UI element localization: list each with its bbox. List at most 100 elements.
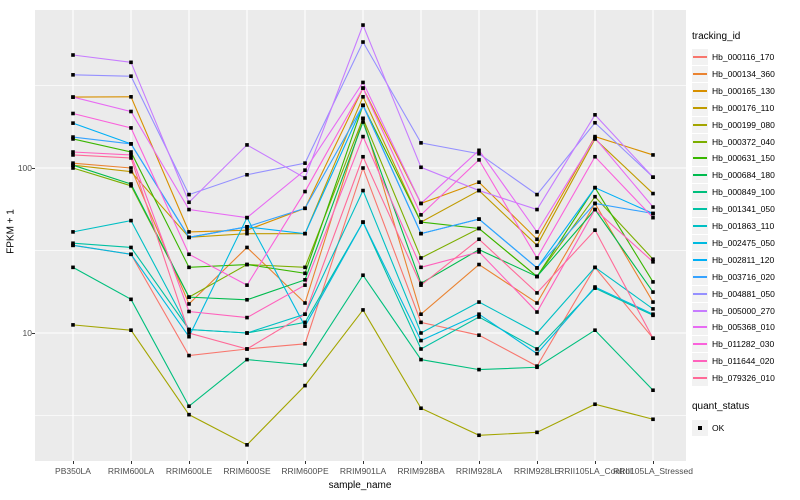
data-point	[651, 175, 655, 179]
legend-item: Hb_001341_050	[692, 201, 775, 218]
data-point	[477, 237, 481, 242]
data-point	[651, 153, 655, 157]
data-point	[303, 301, 307, 305]
legend-key-line-icon	[693, 140, 707, 143]
data-point	[419, 213, 423, 217]
legend-item: Hb_001863_110	[692, 218, 774, 234]
legend-title-tracking-id: tracking_id	[692, 31, 741, 42]
data-point	[651, 211, 655, 216]
data-point	[593, 136, 597, 140]
data-point	[245, 315, 249, 320]
data-point	[71, 243, 75, 248]
legend-key-line-icon	[693, 191, 707, 194]
data-point	[245, 245, 249, 250]
data-point	[477, 367, 481, 372]
data-point	[651, 290, 655, 294]
legend-key	[692, 234, 708, 251]
legend-key-line-icon	[693, 292, 707, 295]
data-point	[187, 404, 191, 409]
legend-label: Hb_002811_120	[712, 254, 775, 265]
data-point	[361, 40, 365, 44]
x-tick-label: RRII105LA_Control	[558, 466, 632, 476]
x-tick-mark	[247, 461, 248, 464]
legend-key-line-icon	[693, 309, 707, 312]
data-point	[419, 312, 423, 316]
legend-title-quant-status: quant_status	[692, 401, 750, 412]
data-point	[477, 312, 481, 316]
x-tick-label: RRIM928LA	[455, 466, 503, 476]
data-point	[419, 357, 423, 362]
legend-key-line-icon	[693, 157, 707, 160]
legend-key-line-icon	[693, 343, 707, 346]
data-point	[593, 328, 597, 332]
data-point	[477, 188, 481, 193]
data-point	[245, 357, 249, 362]
legend-key	[692, 133, 708, 150]
data-point	[593, 402, 597, 407]
legend-key	[692, 167, 708, 184]
data-point	[535, 351, 539, 356]
data-point	[303, 342, 307, 346]
legend-label: Hb_005368_010	[712, 322, 775, 333]
data-point	[419, 347, 423, 351]
data-point	[303, 265, 307, 270]
legend-item: Hb_000116_170	[692, 49, 774, 65]
data-point	[593, 194, 597, 199]
data-point	[303, 189, 307, 194]
data-point	[361, 95, 365, 99]
data-point	[187, 302, 191, 306]
x-tick-label: RRIM600SE	[223, 466, 271, 476]
data-point	[651, 280, 655, 284]
data-point	[187, 200, 191, 205]
data-point	[593, 154, 597, 159]
legend-key	[692, 65, 708, 82]
data-point	[71, 265, 75, 270]
data-point	[361, 134, 365, 139]
legend-label: Hb_004881_050	[712, 288, 775, 299]
data-point	[303, 206, 307, 211]
data-point	[129, 153, 133, 157]
data-point	[187, 235, 191, 240]
data-point	[71, 135, 75, 139]
legend-key	[692, 268, 708, 285]
legend-key-line-icon	[693, 123, 707, 126]
data-point	[535, 291, 539, 295]
x-tick-label: RRIM600LA	[107, 466, 155, 476]
data-point	[593, 265, 597, 270]
data-point	[419, 231, 423, 236]
legend-key	[692, 116, 708, 133]
data-point	[129, 218, 133, 223]
data-point	[477, 180, 481, 185]
legend-item: Hb_004881_050	[692, 285, 775, 302]
legend-item: Hb_000199_080	[692, 116, 775, 133]
x-tick-mark	[73, 461, 74, 464]
data-point	[361, 188, 365, 193]
legend-key-line-icon	[693, 208, 707, 211]
data-point	[71, 166, 75, 170]
legend-label: Hb_001863_110	[712, 221, 775, 231]
data-point	[187, 331, 191, 335]
data-point	[361, 166, 365, 170]
data-point	[187, 192, 191, 197]
data-point	[361, 86, 365, 90]
x-tick-mark	[189, 461, 190, 464]
x-tick-mark	[363, 461, 364, 464]
data-point	[303, 312, 307, 316]
data-point	[303, 168, 307, 172]
data-point	[535, 331, 539, 335]
data-point	[361, 220, 365, 224]
quant-ok-key	[692, 420, 708, 436]
data-point	[419, 331, 423, 335]
data-point	[129, 95, 133, 99]
legend-key-line-icon	[693, 89, 707, 92]
data-point	[535, 243, 539, 248]
data-point	[477, 151, 481, 156]
x-tick-label: PB350LA	[55, 466, 91, 476]
legend-key	[692, 353, 708, 370]
data-point	[303, 161, 307, 165]
legend-key-line-icon	[693, 106, 707, 109]
data-point	[651, 215, 655, 220]
data-point	[187, 309, 191, 314]
data-point	[419, 201, 423, 206]
data-point	[71, 137, 75, 141]
